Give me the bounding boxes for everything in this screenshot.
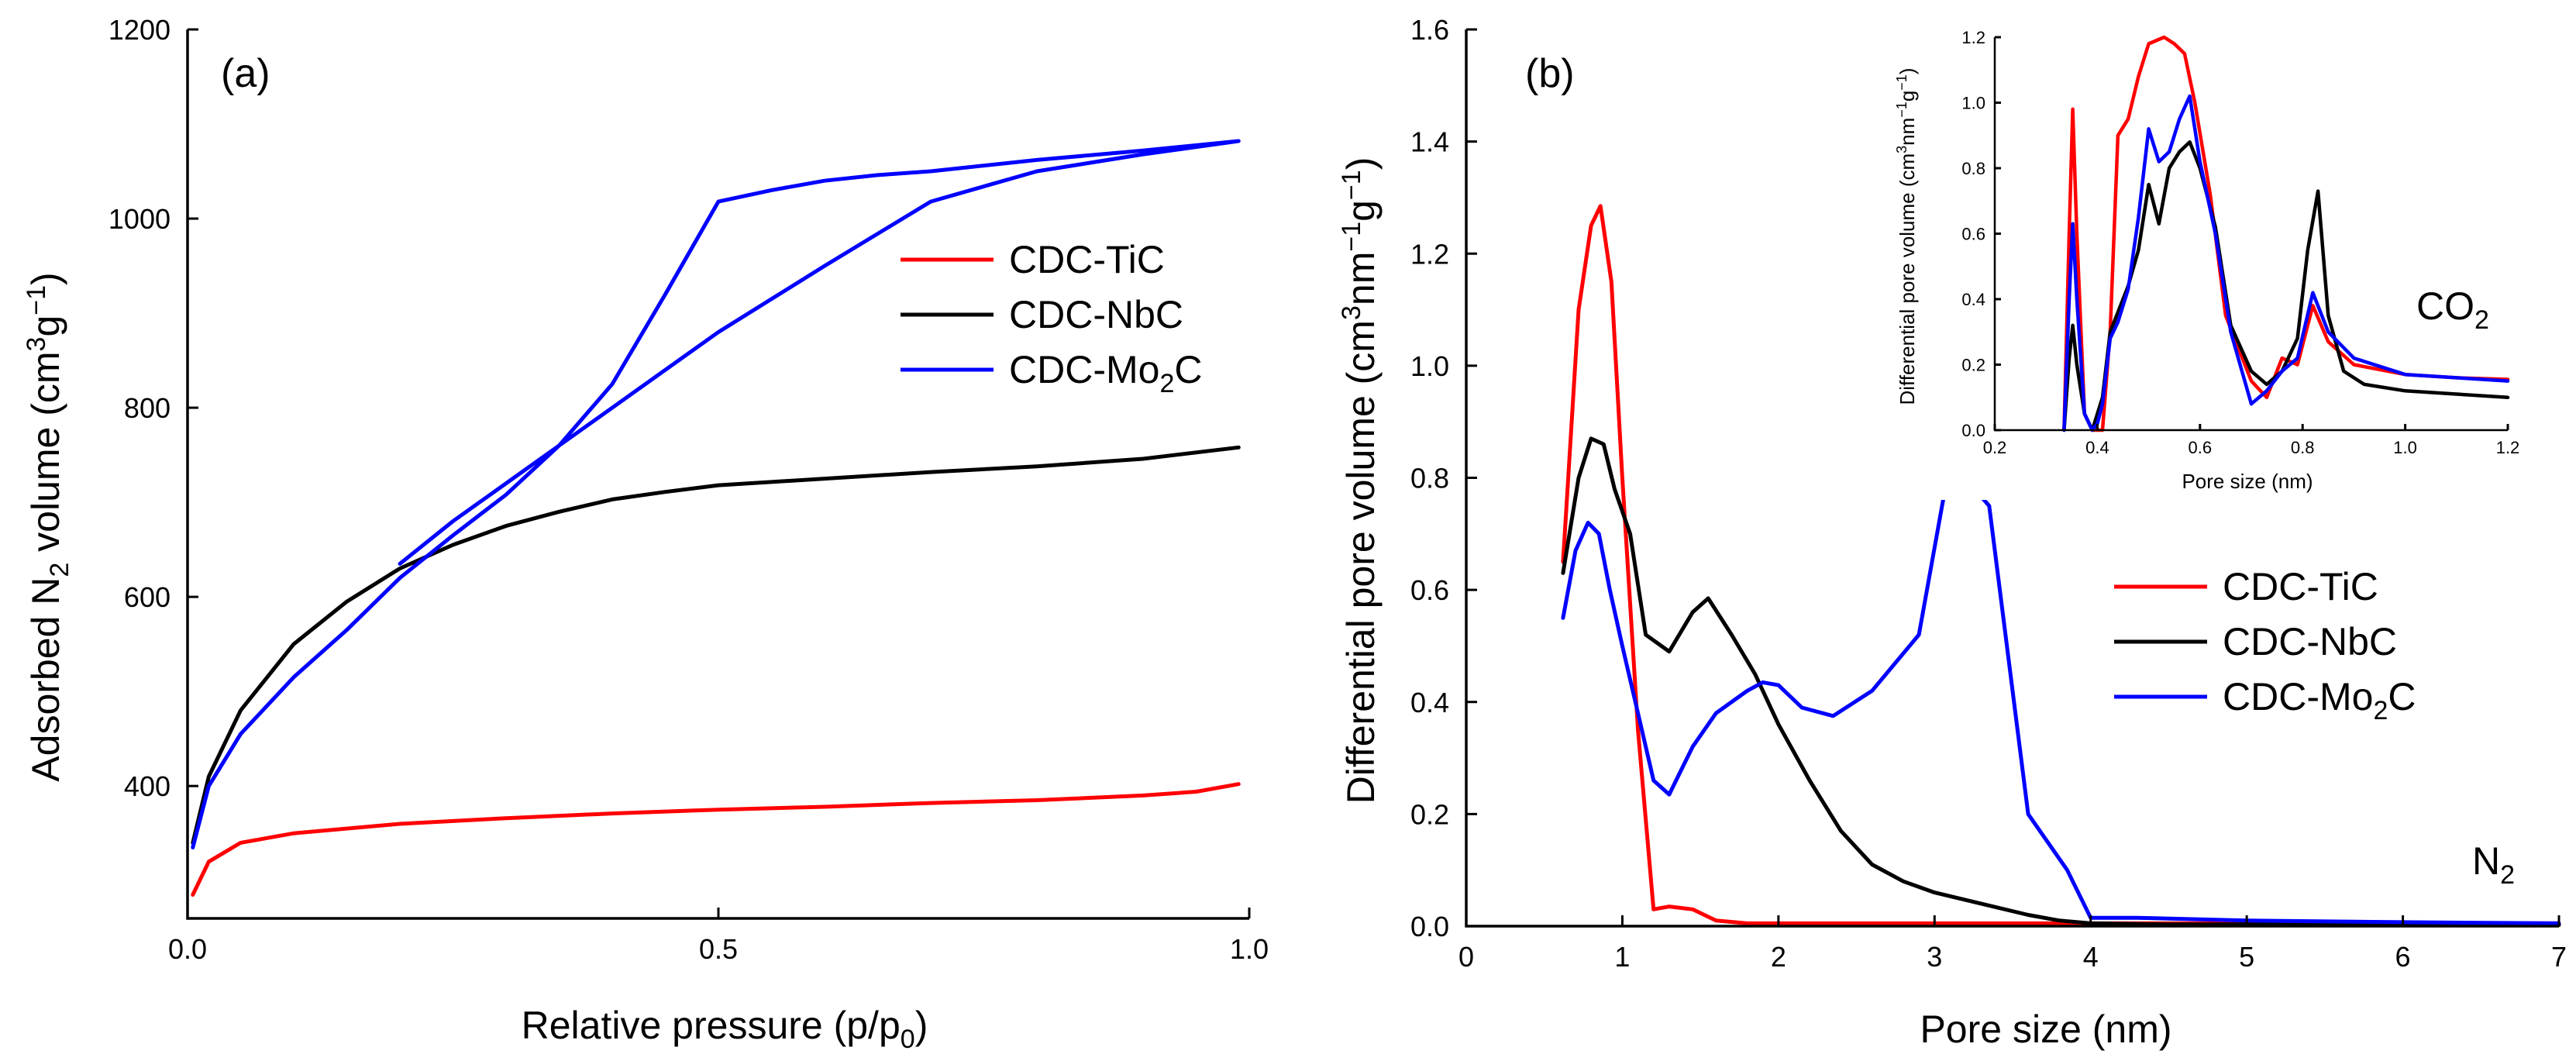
legend-b-label-cdc-nbc: CDC-NbC xyxy=(2223,620,2397,663)
b-ytick-label: 0.6 xyxy=(1410,574,1449,606)
a-ytick-label: 800 xyxy=(124,392,170,424)
panel-a-ylabel: Adsorbed N2 volume (cm3g−1) xyxy=(22,272,74,781)
a-ytick-label: 1200 xyxy=(108,14,170,46)
b-xtick-label: 6 xyxy=(2395,941,2411,973)
inset-xtick-label: 0.4 xyxy=(2085,438,2109,457)
inset-xtick-label: 1.0 xyxy=(2393,438,2417,457)
inset-xtick-label: 0.2 xyxy=(1983,438,2007,457)
b-ytick-label: 0.2 xyxy=(1410,798,1449,830)
b-xtick-label: 1 xyxy=(1614,941,1630,973)
b-ytick-label: 1.2 xyxy=(1410,238,1449,270)
b-ytick-label: 0.0 xyxy=(1410,911,1449,942)
panel-b-legend: CDC-TiC CDC-NbC CDC-Mo2C xyxy=(2114,565,2416,725)
inset-background xyxy=(1902,22,2523,500)
a-series-cdc-nbc xyxy=(191,445,1241,845)
panel-b-ylabel: Differential pore volume (cm3nm−1g−1) xyxy=(1337,157,1383,804)
inset-ytick-label: 0.8 xyxy=(1961,159,1985,178)
inset-ytick-label: 1.0 xyxy=(1961,94,1985,113)
a-ytick-label: 1000 xyxy=(108,203,170,235)
inset-ytick-label: 0.0 xyxy=(1961,421,1985,440)
legend-a-label-cdc-tic: CDC-TiC xyxy=(1009,238,1165,281)
a-ytick-label: 400 xyxy=(124,770,170,802)
panel-b-label: (b) xyxy=(1525,51,1575,96)
a-xtick-label: 0.5 xyxy=(699,933,738,965)
a-xtick-label: 0.0 xyxy=(168,933,207,965)
inset-xtick-label: 0.6 xyxy=(2189,438,2213,457)
legend-a-label-cdc-mo2c: CDC-Mo2C xyxy=(1009,348,1202,398)
a-ytick-label: 600 xyxy=(124,581,170,613)
panel-a-xlabel: Relative pressure (p/p0) xyxy=(522,1004,928,1054)
b-xtick-label: 4 xyxy=(2083,941,2099,973)
inset-ytick-label: 0.4 xyxy=(1961,290,1985,309)
b-series-cdc-tic xyxy=(1561,204,2561,925)
inset-xtick-label: 0.8 xyxy=(2291,438,2315,457)
b-ytick-label: 1.6 xyxy=(1410,14,1449,46)
panel-b-chart: (b) Differential pore volume (cm3nm−1g−1… xyxy=(1337,14,2567,1051)
inset-ylabel: Differential pore volume (cm3nm−1g−1) xyxy=(1894,68,1919,405)
legend-b-label-cdc-mo2c: CDC-Mo2C xyxy=(2223,675,2416,725)
panel-a-legend: CDC-TiC CDC-NbC CDC-Mo2C xyxy=(901,238,1202,398)
b-xtick-label: 3 xyxy=(1927,941,1942,973)
b-ytick-label: 0.8 xyxy=(1410,463,1449,494)
inset-ytick-label: 0.6 xyxy=(1961,225,1985,244)
legend-a-label-cdc-nbc: CDC-NbC xyxy=(1009,293,1183,336)
legend-b-label-cdc-tic: CDC-TiC xyxy=(2223,565,2378,608)
b-xtick-label: 0 xyxy=(1458,941,1474,973)
panel-b-xlabel: Pore size (nm) xyxy=(1920,1008,2171,1051)
b-xtick-label: 5 xyxy=(2239,941,2254,973)
b-xtick-label: 7 xyxy=(2551,941,2567,973)
inset-ytick-label: 1.2 xyxy=(1961,28,1985,47)
panel-a-label: (a) xyxy=(221,51,270,96)
b-ytick-label: 0.4 xyxy=(1410,687,1449,718)
b-series-cdc-mo2c xyxy=(1561,459,2561,925)
inset-chart: Differential pore volume (cm3nm−1g−1) Po… xyxy=(1894,22,2523,500)
a-xtick-label: 1.0 xyxy=(1230,933,1269,965)
inset-series-cdc-mo2c xyxy=(2062,94,2510,432)
panel-b-n2-annotation: N2 xyxy=(2472,839,2515,890)
inset-xtick-label: 1.2 xyxy=(2496,438,2520,457)
inset-co2-annotation: CO2 xyxy=(2416,284,2489,335)
inset-xlabel: Pore size (nm) xyxy=(2182,470,2313,493)
b-xtick-label: 2 xyxy=(1771,941,1786,973)
panel-a-chart: (a) Adsorbed N2 volume (cm3g−1) Relative… xyxy=(22,14,1269,1054)
b-ytick-label: 1.4 xyxy=(1410,126,1449,158)
b-series-cdc-nbc xyxy=(1561,436,2561,928)
inset-ytick-label: 0.2 xyxy=(1961,356,1985,375)
a-series-cdc-mo2c xyxy=(191,139,1241,849)
b-ytick-label: 1.0 xyxy=(1410,350,1449,382)
a-series-cdc-tic xyxy=(191,782,1241,897)
